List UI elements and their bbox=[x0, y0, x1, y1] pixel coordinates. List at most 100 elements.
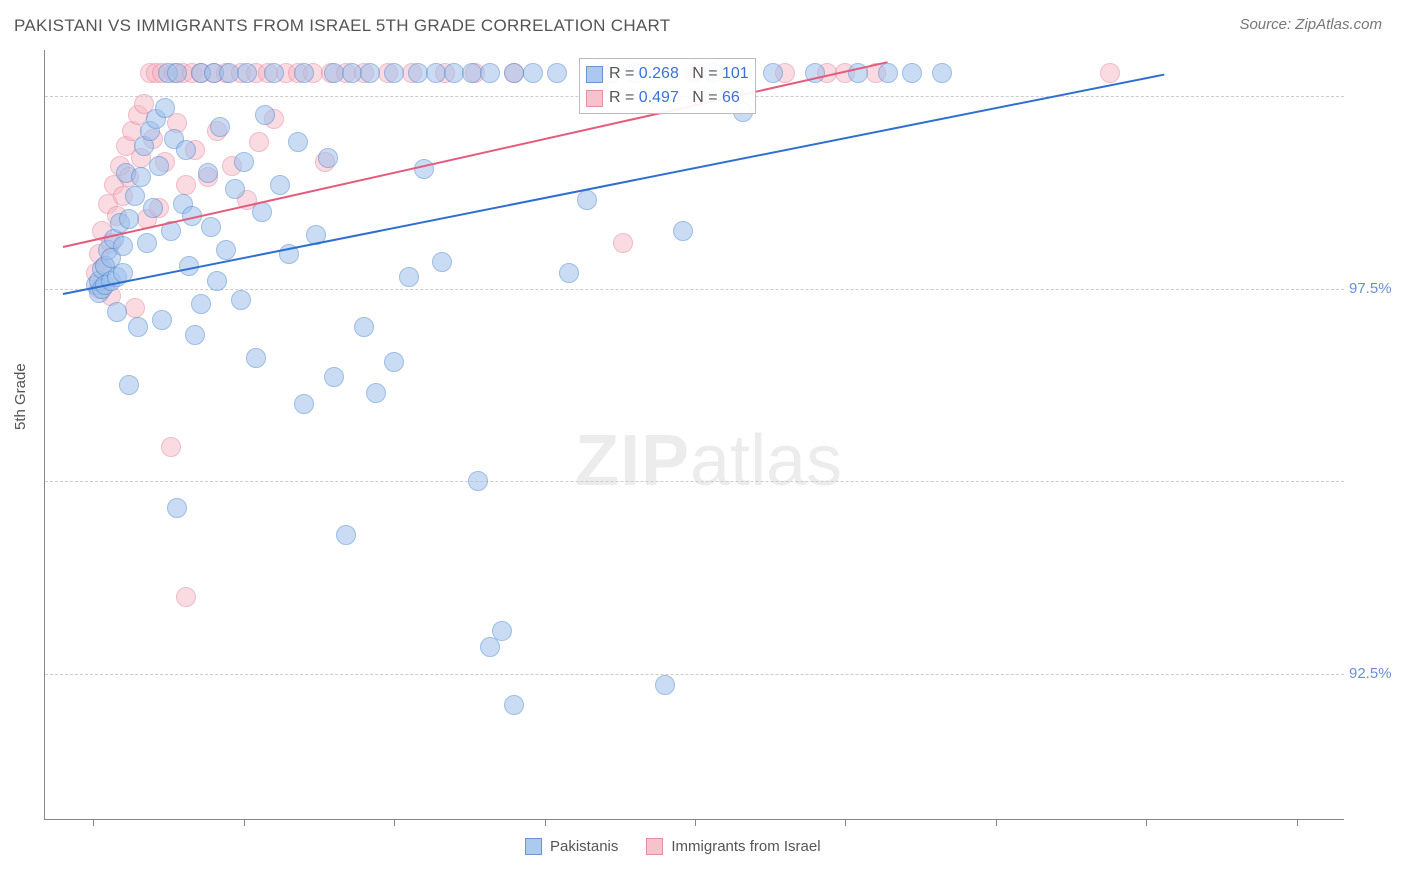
data-point bbox=[234, 152, 254, 172]
data-point bbox=[504, 695, 524, 715]
data-point bbox=[492, 621, 512, 641]
x-tick bbox=[93, 819, 94, 826]
x-tick bbox=[545, 819, 546, 826]
data-point bbox=[547, 63, 567, 83]
data-point bbox=[119, 375, 139, 395]
stats-row: R = 0.268 N = 101 bbox=[586, 62, 749, 86]
data-point bbox=[354, 317, 374, 337]
y-tick-label: 97.5% bbox=[1349, 280, 1404, 297]
data-point bbox=[149, 156, 169, 176]
data-point bbox=[137, 233, 157, 253]
data-point bbox=[613, 233, 633, 253]
data-point bbox=[468, 471, 488, 491]
source-label: Source: ZipAtlas.com bbox=[1239, 16, 1382, 33]
data-point bbox=[384, 352, 404, 372]
data-point bbox=[225, 179, 245, 199]
data-point bbox=[119, 209, 139, 229]
data-point bbox=[294, 394, 314, 414]
data-point bbox=[152, 310, 172, 330]
stats-text: R = 0.497 N = 66 bbox=[609, 86, 740, 110]
data-point bbox=[902, 63, 922, 83]
data-point bbox=[577, 190, 597, 210]
y-axis-label: 5th Grade bbox=[12, 363, 29, 430]
stats-row: R = 0.497 N = 66 bbox=[586, 86, 749, 110]
data-point bbox=[324, 63, 344, 83]
stats-legend: R = 0.268 N = 101R = 0.497 N = 66 bbox=[579, 58, 756, 114]
data-point bbox=[167, 498, 187, 518]
data-point bbox=[673, 221, 693, 241]
x-tick bbox=[695, 819, 696, 826]
chart-container: PAKISTANI VS IMMIGRANTS FROM ISRAEL 5TH … bbox=[0, 0, 1406, 892]
data-point bbox=[255, 105, 275, 125]
data-point bbox=[264, 63, 284, 83]
data-point bbox=[878, 63, 898, 83]
data-point bbox=[191, 294, 211, 314]
data-point bbox=[432, 252, 452, 272]
data-point bbox=[932, 63, 952, 83]
data-point bbox=[480, 63, 500, 83]
data-point bbox=[360, 63, 380, 83]
x-tick bbox=[1146, 819, 1147, 826]
data-point bbox=[113, 236, 133, 256]
data-point bbox=[176, 175, 196, 195]
data-point bbox=[366, 383, 386, 403]
watermark-zip: ZIP bbox=[575, 421, 690, 501]
data-point bbox=[176, 587, 196, 607]
legend-swatch bbox=[525, 838, 542, 855]
data-point bbox=[131, 167, 151, 187]
legend-swatch bbox=[646, 838, 663, 855]
x-tick bbox=[394, 819, 395, 826]
y-tick-label: 92.5% bbox=[1349, 665, 1404, 682]
data-point bbox=[336, 525, 356, 545]
data-point bbox=[294, 63, 314, 83]
series-legend: Pakistanis Immigrants from Israel bbox=[525, 838, 841, 855]
x-tick bbox=[845, 819, 846, 826]
watermark: ZIPatlas bbox=[575, 420, 842, 502]
data-point bbox=[161, 437, 181, 457]
gridline bbox=[45, 481, 1344, 482]
data-point bbox=[763, 63, 783, 83]
data-point bbox=[399, 267, 419, 287]
data-point bbox=[216, 240, 236, 260]
data-point bbox=[143, 198, 163, 218]
data-point bbox=[207, 271, 227, 291]
data-point bbox=[155, 98, 175, 118]
data-point bbox=[201, 217, 221, 237]
data-point bbox=[1100, 63, 1120, 83]
data-point bbox=[426, 63, 446, 83]
data-point bbox=[167, 63, 187, 83]
data-point bbox=[185, 325, 205, 345]
data-point bbox=[444, 63, 464, 83]
watermark-atlas: atlas bbox=[690, 421, 842, 501]
data-point bbox=[504, 63, 524, 83]
data-point bbox=[249, 132, 269, 152]
data-point bbox=[523, 63, 543, 83]
legend-label: Immigrants from Israel bbox=[671, 838, 820, 855]
data-point bbox=[324, 367, 344, 387]
data-point bbox=[210, 117, 230, 137]
data-point bbox=[198, 163, 218, 183]
data-point bbox=[219, 63, 239, 83]
plot-area: ZIPatlas 92.5%97.5%R = 0.268 N = 101R = … bbox=[44, 50, 1344, 820]
data-point bbox=[107, 302, 127, 322]
data-point bbox=[231, 290, 251, 310]
gridline bbox=[45, 674, 1344, 675]
data-point bbox=[128, 317, 148, 337]
data-point bbox=[384, 63, 404, 83]
data-point bbox=[559, 263, 579, 283]
data-point bbox=[408, 63, 428, 83]
data-point bbox=[246, 348, 266, 368]
legend-label: Pakistanis bbox=[550, 838, 618, 855]
data-point bbox=[288, 132, 308, 152]
x-tick bbox=[996, 819, 997, 826]
data-point bbox=[125, 186, 145, 206]
data-point bbox=[318, 148, 338, 168]
data-point bbox=[270, 175, 290, 195]
data-point bbox=[237, 63, 257, 83]
data-point bbox=[342, 63, 362, 83]
data-point bbox=[655, 675, 675, 695]
stats-text: R = 0.268 N = 101 bbox=[609, 62, 749, 86]
legend-swatch bbox=[586, 66, 603, 83]
legend-swatch bbox=[586, 90, 603, 107]
x-tick bbox=[244, 819, 245, 826]
